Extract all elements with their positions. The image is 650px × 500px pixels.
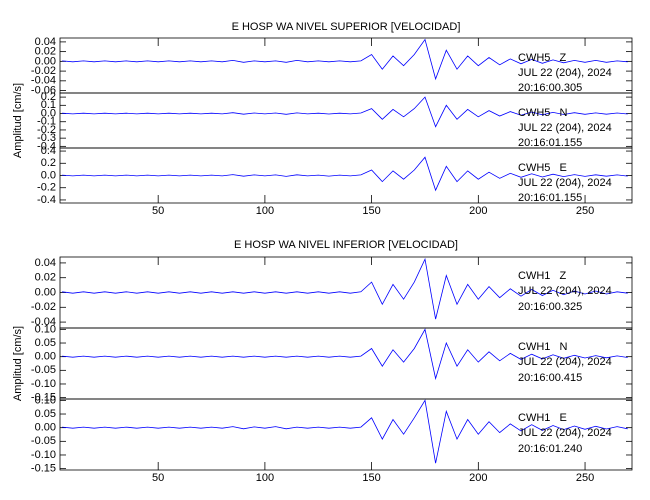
station-label: CWH5 N — [518, 107, 568, 119]
y-tick-label: 0.05 — [35, 337, 56, 349]
chart-title: E HOSP WA NIVEL SUPERIOR [VELOCIDAD] — [232, 21, 461, 33]
y-tick-label: 0.2 — [41, 157, 56, 169]
y-tick-label: 0.0 — [41, 169, 56, 181]
time-label: 20:16:01.240 — [518, 443, 582, 455]
y-axis-label: Amplitud [cm/s] — [12, 326, 24, 401]
x-tick-label: 100 — [256, 472, 274, 484]
waveform — [62, 399, 628, 464]
time-label: 20:16:01.155 — [518, 192, 582, 204]
station-label: CWH5 E — [518, 162, 567, 174]
panel-frame — [59, 398, 633, 471]
y-tick-label: 0.10 — [35, 394, 56, 406]
x-tick-label: 150 — [362, 205, 380, 217]
x-tick-label: 250 — [576, 205, 594, 217]
date-label: JUL 22 (204), 2024 — [518, 285, 612, 297]
y-tick-label: -0.10 — [31, 378, 56, 390]
y-tick-label: -0.04 — [31, 316, 56, 328]
waveform — [62, 328, 628, 381]
date-label: JUL 22 (204), 2024 — [518, 67, 612, 79]
time-label: 20:16:00.325 — [518, 301, 582, 313]
y-tick-label: -0.1 — [37, 116, 56, 128]
y-tick-label: -0.4 — [37, 194, 56, 206]
y-tick-label: 0.1 — [41, 99, 56, 111]
y-tick-label: -0.02 — [31, 301, 56, 313]
time-label: 20:16:01.155 — [518, 137, 582, 149]
y-tick-label: 0.00 — [35, 422, 56, 434]
y-tick-label: 0.4 — [41, 145, 56, 157]
x-tick-label: 50 — [152, 472, 164, 484]
date-label: JUL 22 (204), 2024 — [518, 356, 612, 368]
y-tick-label: 0.00 — [35, 55, 56, 67]
y-tick-label: 0.10 — [35, 323, 56, 335]
y-tick-label: -0.05 — [31, 435, 56, 447]
x-tick-label: 50 — [152, 205, 164, 217]
panel-frame — [59, 147, 633, 204]
y-tick-label: 0.02 — [35, 46, 56, 58]
y-tick-label: -0.05 — [31, 364, 56, 376]
date-label: JUL 22 (204), 2024 — [518, 177, 612, 189]
date-label: JUL 22 (204), 2024 — [518, 427, 612, 439]
y-tick-label: -0.06 — [31, 84, 56, 96]
waveform — [62, 257, 628, 320]
waveform — [62, 38, 628, 81]
y-tick-label: -0.2 — [37, 124, 56, 136]
station-label: CWH5 Z — [518, 52, 567, 64]
y-tick-label: -0.4 — [37, 140, 56, 152]
y-tick-label: -0.02 — [31, 65, 56, 77]
y-tick-label: -0.04 — [31, 75, 56, 87]
y-tick-label: 0.0 — [41, 107, 56, 119]
y-tick-label: 0.2 — [41, 91, 56, 103]
y-tick-label: 0.04 — [35, 36, 56, 48]
time-label: 20:16:00.415 — [518, 372, 582, 384]
y-tick-label: -0.10 — [31, 449, 56, 461]
y-tick-label: 0.00 — [35, 351, 56, 363]
waveform — [62, 96, 628, 128]
x-tick-label: 250 — [576, 472, 594, 484]
y-tick-label: -0.15 — [31, 463, 56, 475]
y-tick-label: 0.05 — [35, 408, 56, 420]
y-tick-label: -0.2 — [37, 182, 56, 194]
x-tick-label: 200 — [469, 472, 487, 484]
time-label: 20:16:00.305 — [518, 82, 582, 94]
station-label: CWH1 Z — [518, 270, 567, 282]
x-tick-label: 100 — [256, 205, 274, 217]
station-label: CWH1 N — [518, 341, 568, 353]
station-label: CWH1 E — [518, 412, 567, 424]
x-tick-label: 150 — [362, 472, 380, 484]
y-tick-label: 0.02 — [35, 272, 56, 284]
waveform — [62, 156, 628, 192]
y-tick-label: 0.00 — [35, 286, 56, 298]
y-tick-label: 0.04 — [35, 257, 56, 269]
date-label: JUL 22 (204), 2024 — [518, 122, 612, 134]
x-tick-label: 200 — [469, 205, 487, 217]
y-tick-label: -0.15 — [31, 392, 56, 404]
chart-title: E HOSP WA NIVEL INFERIOR [VELOCIDAD] — [234, 239, 458, 251]
y-axis-label: Amplitud [cm/s] — [12, 83, 24, 158]
y-tick-label: -0.3 — [37, 132, 56, 144]
